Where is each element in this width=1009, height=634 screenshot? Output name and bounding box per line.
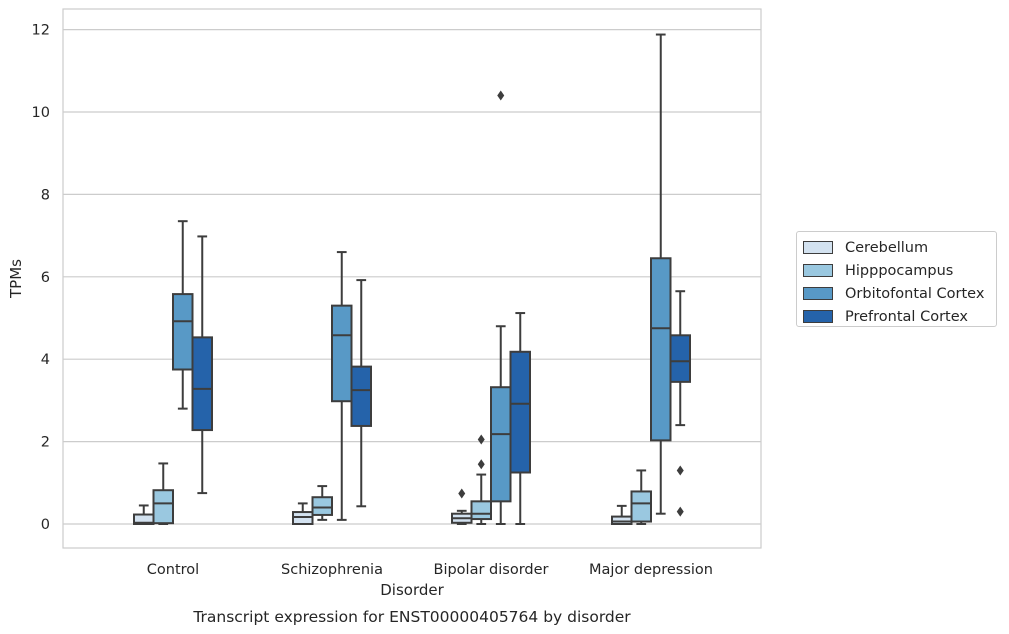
box <box>470 434 492 525</box>
y-tick-label: 2 <box>41 435 50 451</box>
box-body <box>611 515 633 525</box>
x-tick-label: Control <box>147 562 199 578</box>
box <box>669 290 691 517</box>
y-tick-label: 4 <box>41 352 50 368</box>
legend-swatch <box>803 287 833 300</box>
outlier-point <box>676 465 684 476</box>
box-body <box>470 500 492 521</box>
y-axis-label: TPMs <box>7 259 25 299</box>
box <box>172 220 194 410</box>
legend-swatch <box>803 264 833 277</box>
box-body <box>292 511 314 526</box>
box-body <box>350 365 372 427</box>
legend-item-cerebellum: Cerebellum <box>803 236 996 259</box>
box <box>650 33 672 515</box>
plot-background <box>62 8 762 549</box>
box <box>350 279 372 508</box>
y-tick-label: 0 <box>41 517 50 533</box>
y-tick-label: 12 <box>32 23 50 39</box>
legend-item-orbitofrontal-cortex: Orbitofontal Cortex <box>803 282 996 305</box>
x-tick-label: Major depression <box>589 562 713 578</box>
box-body <box>172 293 194 371</box>
box-body <box>509 350 531 474</box>
legend-label: Hipppocampus <box>845 262 954 279</box>
box-body <box>490 386 512 503</box>
box <box>152 462 174 525</box>
box <box>191 235 213 495</box>
legend-swatch <box>803 310 833 323</box>
legend-item-hippocampus: Hipppocampus <box>803 259 996 282</box>
legend-item-prefrontal-cortex: Prefrontal Cortex <box>803 305 996 328</box>
box <box>490 90 512 525</box>
y-tick-label: 10 <box>32 105 50 121</box>
box <box>509 312 531 525</box>
legend-label: Cerebellum <box>845 239 929 256</box>
box-body <box>669 334 691 383</box>
box-body <box>331 304 353 403</box>
box <box>630 469 652 525</box>
box-body <box>191 336 213 432</box>
outlier-point <box>676 506 684 517</box>
y-tick-label: 8 <box>41 187 50 203</box>
legend-label: Orbitofontal Cortex <box>845 285 985 302</box>
box-body <box>650 257 672 442</box>
x-tick-label: Bipolar disorder <box>434 562 549 578</box>
box <box>292 502 314 526</box>
box-body <box>630 490 652 523</box>
outlier-point <box>497 90 505 101</box>
outlier-point <box>458 488 466 499</box>
outlier-point <box>477 434 485 445</box>
x-tick-label: Schizophrenia <box>281 562 383 578</box>
x-axis-label: Disorder <box>380 581 444 599</box>
legend-swatch <box>803 241 833 254</box>
box-body <box>152 489 174 525</box>
outlier-point <box>477 459 485 470</box>
chart-title: Transcript expression for ENST0000040576… <box>192 608 631 626</box>
legend-label: Prefrontal Cortex <box>845 308 968 325</box>
box-body <box>311 496 333 516</box>
box <box>311 485 333 521</box>
legend: Cerebellum Hipppocampus Orbitofontal Cor… <box>796 231 997 327</box>
box <box>331 251 353 521</box>
y-tick-label: 6 <box>41 270 50 286</box>
